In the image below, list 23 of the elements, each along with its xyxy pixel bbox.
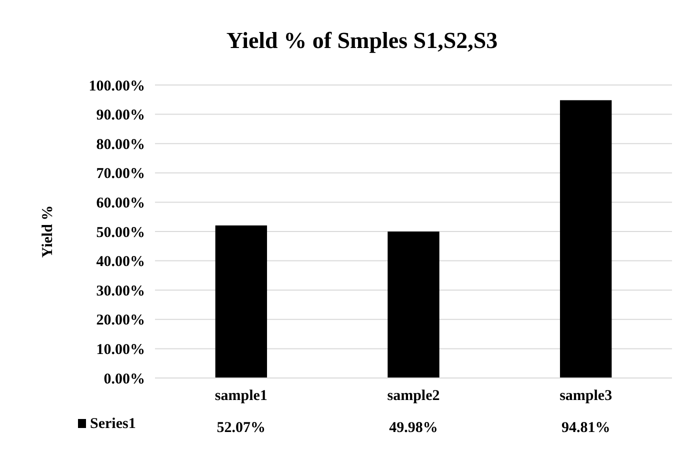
y-tick-label: 80.00% xyxy=(96,136,145,153)
bar xyxy=(560,100,612,378)
chart-title: Yield % of Smples S1,S2,S3 xyxy=(226,28,498,53)
y-tick-label: 0.00% xyxy=(104,371,145,388)
bar xyxy=(388,232,440,378)
y-tick-label: 10.00% xyxy=(96,342,145,358)
y-tick-label: 50.00% xyxy=(96,224,145,241)
y-tick-label: 70.00% xyxy=(96,166,145,182)
x-tick-label: sample2 xyxy=(387,388,440,404)
x-tick-label: sample1 xyxy=(214,388,268,404)
data-label: 49.98% xyxy=(389,420,438,436)
y-tick-label: 100.00% xyxy=(88,78,145,94)
y-tick-label: 90.00% xyxy=(96,108,145,124)
y-tick-label: 20.00% xyxy=(96,312,145,329)
bar xyxy=(215,225,268,378)
y-tick-label: 60.00% xyxy=(96,195,145,212)
data-label: 52.07% xyxy=(216,420,266,436)
y-tick-label: 40.00% xyxy=(96,254,145,270)
data-label: 94.81% xyxy=(561,420,610,436)
y-axis-title: Yield % xyxy=(40,205,56,258)
legend-label: Series1 xyxy=(90,416,136,432)
y-tick-label: 30.00% xyxy=(96,283,145,300)
x-tick-label: sample3 xyxy=(560,388,612,404)
